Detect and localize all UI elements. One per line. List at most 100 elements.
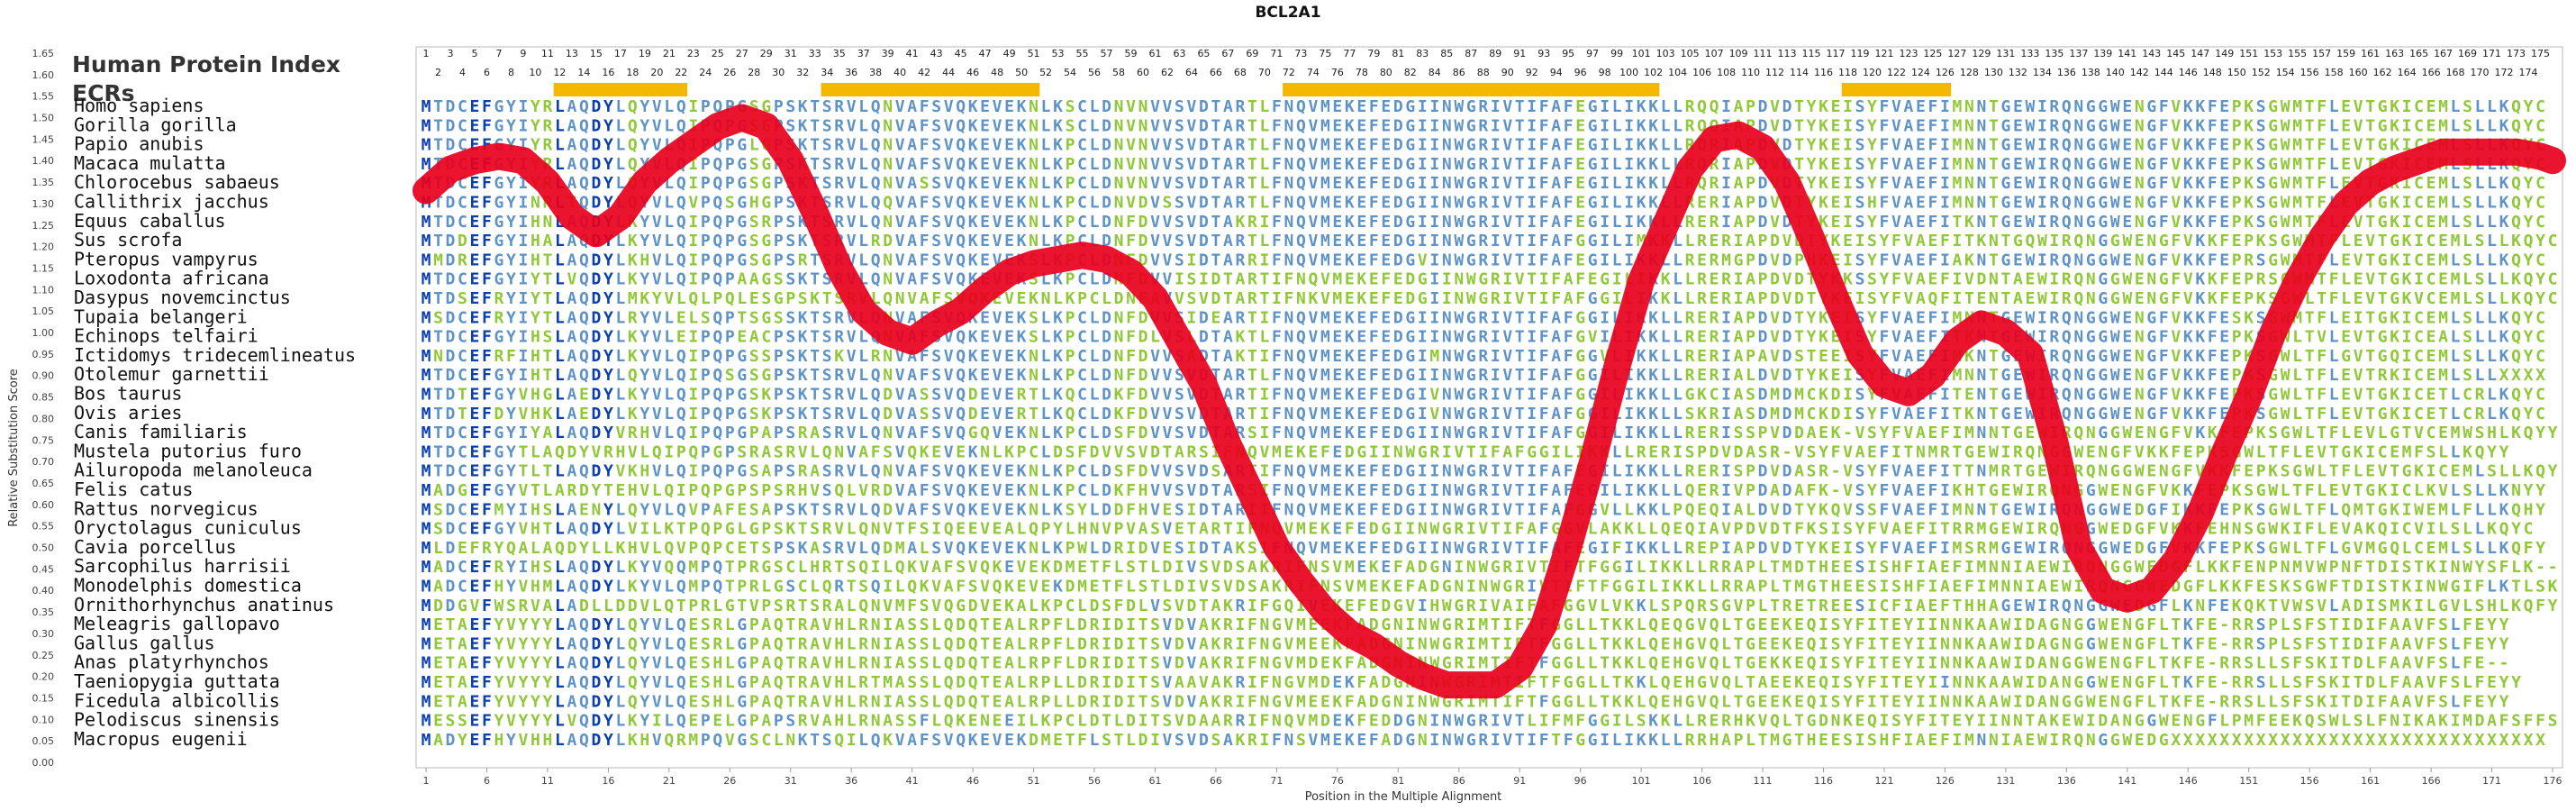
x-tick-label: 81 [1392, 775, 1404, 787]
y-tick-label: 1.25 [32, 220, 55, 232]
species-name: Bos taurus [74, 383, 182, 405]
position-index-label: 151 [2239, 48, 2258, 59]
position-index-label: 168 [2446, 67, 2465, 78]
x-tick-label: 126 [1936, 775, 1955, 787]
species-name: Rattus norvegicus [74, 497, 259, 519]
y-tick-label: 1.60 [32, 69, 55, 81]
position-index-label: 118 [1838, 67, 1857, 78]
x-tick-label: 51 [1028, 775, 1040, 787]
position-index-label: 108 [1717, 67, 1736, 78]
species-name: Felis catus [74, 478, 193, 500]
position-index-label: 116 [1814, 67, 1833, 78]
position-index-label: 171 [2482, 48, 2501, 59]
position-index-label: 36 [845, 67, 857, 78]
species-name: Ictidomys tridecemlineatus [74, 344, 356, 366]
position-index-label: 37 [857, 48, 870, 59]
position-index-label: 103 [1656, 48, 1675, 59]
y-tick-label: 0.00 [32, 757, 55, 769]
y-tick-label: 1.65 [32, 48, 55, 59]
species-name: Cavia porcellus [74, 536, 237, 558]
ecr-bars [553, 83, 1952, 96]
y-tick-label: 0.20 [32, 671, 55, 683]
position-index-label: 93 [1537, 48, 1550, 59]
position-index-label: 61 [1148, 48, 1161, 59]
x-tick-label: 91 [1513, 775, 1526, 787]
position-index-label: 124 [1911, 67, 1930, 78]
position-index-label: 2 [435, 67, 441, 78]
position-index-label: 31 [785, 48, 797, 59]
position-index-label: 100 [1619, 67, 1638, 78]
position-index-label: 120 [1863, 67, 1882, 78]
position-index-label: 28 [748, 67, 760, 78]
y-tick-label: 1.55 [32, 91, 55, 103]
position-index-label: 148 [2203, 67, 2222, 78]
y-tick-label: 0.50 [32, 542, 55, 554]
panel-title: Human Protein Index [72, 51, 340, 77]
position-index-label: 158 [2325, 67, 2344, 78]
position-index-label: 111 [1754, 48, 1773, 59]
position-index-label: 128 [1960, 67, 1979, 78]
species-name: Sarcophilus harrisii [74, 555, 291, 577]
position-index-label: 87 [1465, 48, 1477, 59]
position-index-label: 162 [2373, 67, 2392, 78]
y-tick-label: 0.25 [32, 650, 55, 661]
x-tick-label: 176 [2544, 775, 2562, 787]
position-index-label: 121 [1874, 48, 1893, 59]
score-curve-layer [413, 104, 2566, 699]
species-name: Papio anubis [74, 133, 204, 155]
position-index-label: 99 [1610, 48, 1623, 59]
position-index-label: 81 [1392, 48, 1404, 59]
x-tick-label: 121 [1874, 775, 1893, 787]
position-index-label: 160 [2349, 67, 2368, 78]
y-tick-label: 1.30 [32, 198, 55, 210]
y-tick-label: 0.70 [32, 456, 55, 468]
position-index-label: 7 [495, 48, 502, 59]
x-tick-label: 6 [484, 775, 490, 787]
chart-title: BCL2A1 [1255, 4, 1320, 22]
position-index-label: 143 [2142, 48, 2161, 59]
position-index-label: 110 [1741, 67, 1760, 78]
position-index-label: 15 [590, 48, 603, 59]
position-index-label: 68 [1234, 67, 1247, 78]
position-index-label: 10 [529, 67, 541, 78]
position-index-label: 140 [2106, 67, 2125, 78]
position-index-label: 172 [2495, 67, 2514, 78]
x-tick-label: 151 [2239, 775, 2258, 787]
position-index-label: 53 [1052, 48, 1065, 59]
x-tick-label: 111 [1754, 775, 1773, 787]
position-index-label: 72 [1283, 67, 1295, 78]
y-tick-label: 1.05 [32, 305, 55, 317]
species-name: Meleagris gallopavo [74, 613, 280, 634]
position-index-label: 132 [2009, 67, 2027, 78]
position-index-label: 122 [1887, 67, 1906, 78]
species-name: Macaca mulatta [74, 152, 226, 174]
position-index-label: 65 [1197, 48, 1210, 59]
position-index-label: 133 [2020, 48, 2039, 59]
position-index-label: 35 [833, 48, 846, 59]
position-index-label: 46 [966, 67, 979, 78]
position-index-label: 154 [2276, 67, 2295, 78]
y-tick-label: 1.35 [32, 177, 55, 188]
position-index-label: 175 [2531, 48, 2550, 59]
x-tick-label: 101 [1632, 775, 1651, 787]
x-tick-label: 106 [1692, 775, 1711, 787]
position-index-label: 23 [687, 48, 700, 59]
position-index-label: 166 [2422, 67, 2441, 78]
position-index-label: 59 [1125, 48, 1138, 59]
position-index-label: 79 [1367, 48, 1380, 59]
position-index-label: 77 [1343, 48, 1356, 59]
position-index-label: 89 [1489, 48, 1501, 59]
position-index-label: 38 [869, 67, 882, 78]
alignment-grid: Homo sapiens M T D C E F G Y I Y R L A Q D Y L Q Y V L Q I P Q P G S… [74, 95, 2558, 750]
position-index-label: 55 [1076, 48, 1089, 59]
position-index-label: 9 [520, 48, 526, 59]
position-index-label: 126 [1936, 67, 1955, 78]
position-index-label: 163 [2385, 48, 2404, 59]
